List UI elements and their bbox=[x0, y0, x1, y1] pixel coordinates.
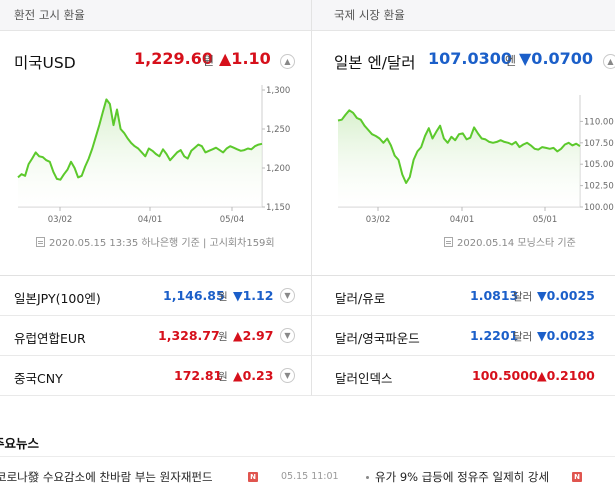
global-rate-panel: 국제 시장 환율 일본 엔/달러 107.0300 엔 ▼0.0700 ▲ 11… bbox=[312, 0, 615, 275]
rate-change: ▲2.97 bbox=[233, 328, 274, 343]
section-title-domestic: 환전 고시 환율 bbox=[0, 0, 311, 31]
y-tick-label: 105.00 bbox=[584, 160, 614, 170]
x-tick-label: 05/04 bbox=[220, 215, 245, 225]
new-badge-icon: N bbox=[572, 472, 582, 482]
rate-value: 172.81 bbox=[174, 368, 223, 383]
rate-change: ▲0.2100 bbox=[537, 368, 595, 383]
y-tick-label: 1,300 bbox=[266, 86, 290, 96]
rate-value: 100.5000 bbox=[472, 368, 538, 383]
bullet-icon bbox=[366, 476, 369, 479]
source-text: 2020.05.15 13:35 하나은행 기준 | 고시회차159회 bbox=[49, 238, 275, 249]
series-area bbox=[18, 99, 262, 207]
series-area bbox=[338, 110, 580, 207]
y-tick-label: 1,150 bbox=[266, 203, 290, 213]
rate-change: ▲0.23 bbox=[233, 368, 274, 383]
rate-name: 중국CNY bbox=[14, 371, 63, 386]
news-section-title: 주요뉴스 bbox=[0, 436, 40, 451]
rate-value: 1.0813 bbox=[470, 288, 519, 303]
y-tick-label: 107.50 bbox=[584, 139, 614, 149]
news-divider bbox=[0, 456, 615, 457]
chevron-up-icon[interactable]: ▲ bbox=[603, 54, 615, 69]
rate-name: 달러/유로 bbox=[335, 291, 386, 306]
rate-unit: 엔 bbox=[505, 54, 517, 68]
currency-name: 미국USD bbox=[14, 54, 76, 72]
rate-change: ▼1.12 bbox=[233, 288, 274, 303]
source-info: 2020.05.14 모닝스타 기준 bbox=[444, 234, 576, 249]
section-title-global: 국제 시장 환율 bbox=[312, 0, 615, 31]
x-tick-label: 04/01 bbox=[450, 215, 475, 225]
x-tick-label: 04/01 bbox=[138, 215, 163, 225]
new-badge-icon: N bbox=[248, 472, 258, 482]
document-icon bbox=[36, 237, 45, 247]
chevron-up-icon[interactable]: ▲ bbox=[280, 54, 295, 69]
y-tick-label: 100.00 bbox=[584, 203, 614, 213]
rate-change: ▼0.0023 bbox=[537, 328, 595, 343]
x-tick-label: 03/02 bbox=[48, 215, 73, 225]
y-tick-label: 1,200 bbox=[266, 164, 290, 174]
rate-row-usd-gbp[interactable]: 달러/영국파운드 1.2201 달러 ▼0.0023 bbox=[312, 316, 615, 356]
rate-row-dollar-index[interactable]: 달러인덱스 100.5000 ▲0.2100 bbox=[312, 356, 615, 396]
rate-name: 달러/영국파운드 bbox=[335, 331, 420, 346]
rate-unit: 달러 bbox=[513, 331, 533, 343]
rate-unit: 원 bbox=[218, 291, 228, 303]
y-tick-label: 102.50 bbox=[584, 182, 614, 192]
main-rate-usd[interactable]: 미국USD 1,229.60 원 ▲1.10 ▲ bbox=[0, 47, 311, 75]
main-rate-jpy[interactable]: 일본 엔/달러 107.0300 엔 ▼0.0700 ▲ bbox=[312, 47, 615, 75]
rate-unit: 원 bbox=[218, 371, 228, 383]
rate-value: 1.2201 bbox=[470, 328, 519, 343]
currency-name: 일본 엔/달러 bbox=[334, 54, 416, 72]
source-info: 2020.05.15 13:35 하나은행 기준 | 고시회차159회 bbox=[36, 234, 275, 249]
rate-row-usd-eur[interactable]: 달러/유로 1.0813 달러 ▼0.0025 bbox=[312, 276, 615, 316]
chevron-down-icon[interactable]: ▼ bbox=[280, 288, 295, 303]
rate-unit: 원 bbox=[203, 54, 215, 68]
rate-unit: 원 bbox=[218, 331, 228, 343]
chevron-down-icon[interactable]: ▼ bbox=[280, 328, 295, 343]
news-link[interactable]: 유가 9% 급등에 정유주 일제히 강세 bbox=[375, 470, 550, 484]
usd-rate-chart: 1,300 1,250 1,200 1,150 03/02 04/01 05/04 bbox=[17, 85, 290, 225]
news-time: 05.15 11:01 bbox=[281, 471, 339, 482]
rate-name: 유럽연합EUR bbox=[14, 331, 86, 346]
news-link[interactable]: 코로나發 수요감소에 찬바람 부는 원자재펀드 bbox=[0, 470, 213, 484]
rate-change: ▲1.10 bbox=[219, 49, 271, 68]
y-tick-label: 110.00 bbox=[584, 117, 614, 127]
y-tick-label: 1,250 bbox=[266, 125, 290, 135]
rate-name: 달러인덱스 bbox=[335, 371, 393, 386]
series-line bbox=[17, 98, 263, 181]
rate-change: ▼0.0025 bbox=[537, 288, 595, 303]
rate-value: 1,229.60 bbox=[134, 49, 213, 68]
rate-value: 1,328.77 bbox=[158, 328, 220, 343]
rate-unit: 달러 bbox=[513, 291, 533, 303]
series-line bbox=[337, 109, 581, 184]
rate-value: 1,146.85 bbox=[163, 288, 225, 303]
rate-row-jpy[interactable]: 일본JPY(100엔) 1,146.85 원 ▼1.12 ▼ bbox=[0, 276, 312, 316]
rate-name: 일본JPY(100엔) bbox=[14, 291, 101, 306]
rate-change: ▼0.0700 bbox=[519, 49, 594, 68]
source-text: 2020.05.14 모닝스타 기준 bbox=[457, 238, 576, 249]
rate-row-cny[interactable]: 중국CNY 172.81 원 ▲0.23 ▼ bbox=[0, 356, 312, 396]
rate-value: 107.0300 bbox=[428, 49, 513, 68]
x-tick-label: 03/02 bbox=[366, 215, 391, 225]
jpy-rate-chart: 110.00 107.50 105.00 102.50 100.00 03/02 04/01… bbox=[337, 95, 614, 225]
chevron-down-icon[interactable]: ▼ bbox=[280, 368, 295, 383]
document-icon bbox=[444, 237, 453, 247]
domestic-rate-panel: 환전 고시 환율 미국USD 1,229.60 원 ▲1.10 ▲ 1,300 1… bbox=[0, 0, 312, 275]
rate-row-eur[interactable]: 유럽연합EUR 1,328.77 원 ▲2.97 ▼ bbox=[0, 316, 312, 356]
x-tick-label: 05/01 bbox=[533, 215, 558, 225]
rate-list: 일본JPY(100엔) 1,146.85 원 ▼1.12 ▼ 달러/유로 1.0… bbox=[0, 275, 615, 396]
